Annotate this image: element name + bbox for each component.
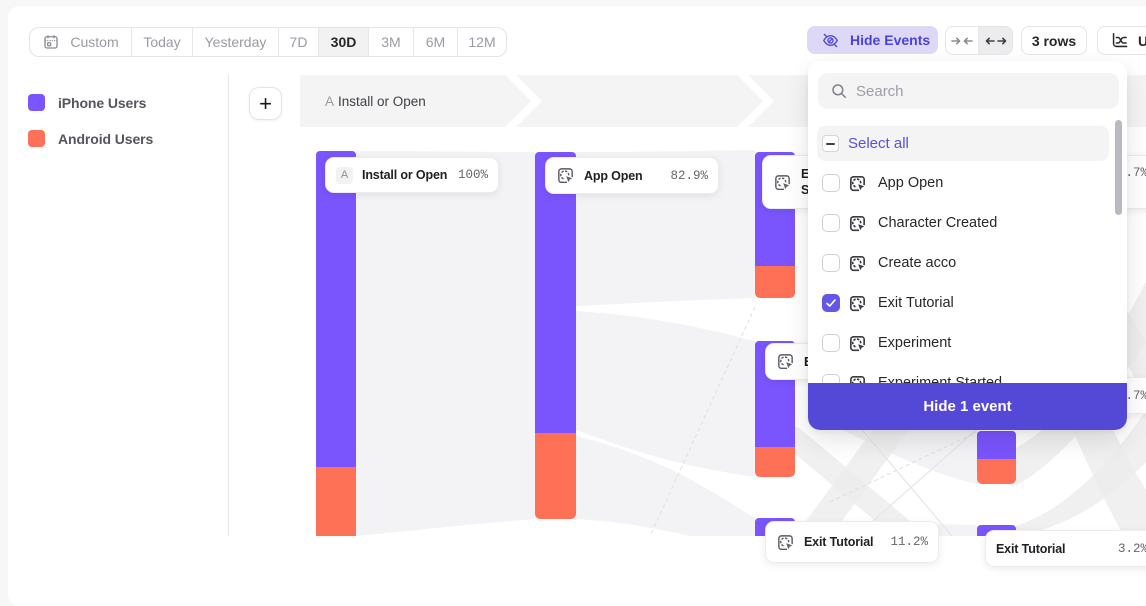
svg-text:Install or Open: Install or Open bbox=[338, 94, 426, 109]
svg-text:A: A bbox=[325, 94, 334, 109]
